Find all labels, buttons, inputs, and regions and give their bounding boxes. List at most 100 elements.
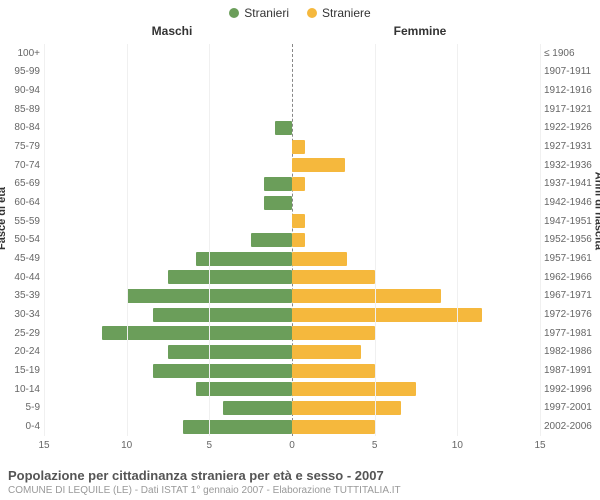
pyramid-row: 75-791927-1931 bbox=[44, 137, 540, 156]
female-half bbox=[292, 119, 540, 138]
female-bar bbox=[292, 252, 347, 266]
x-tick: 10 bbox=[452, 440, 463, 451]
age-label: 35-39 bbox=[4, 290, 40, 301]
male-half bbox=[44, 231, 292, 250]
pyramid-row: 100+≤ 1906 bbox=[44, 44, 540, 63]
pyramid-row: 50-541952-1956 bbox=[44, 231, 540, 250]
birth-year-label: 1922-1926 bbox=[544, 122, 596, 133]
female-bar bbox=[292, 177, 305, 191]
pyramid-row: 70-741932-1936 bbox=[44, 156, 540, 175]
male-bar bbox=[102, 326, 292, 340]
male-bar bbox=[168, 345, 292, 359]
female-half bbox=[292, 156, 540, 175]
section-title-male: Maschi bbox=[0, 24, 300, 38]
male-half bbox=[44, 63, 292, 82]
pyramid-row: 40-441962-1966 bbox=[44, 268, 540, 287]
male-bar bbox=[196, 252, 292, 266]
female-bar bbox=[292, 140, 305, 154]
male-half bbox=[44, 380, 292, 399]
plot-area: 100+≤ 190695-991907-191190-941912-191685… bbox=[44, 44, 540, 436]
male-bar bbox=[183, 420, 292, 434]
female-half bbox=[292, 231, 540, 250]
gridline bbox=[457, 44, 458, 436]
female-bar bbox=[292, 326, 375, 340]
male-half bbox=[44, 305, 292, 324]
male-half bbox=[44, 361, 292, 380]
age-label: 95-99 bbox=[4, 66, 40, 77]
female-half bbox=[292, 100, 540, 119]
chart-footer: Popolazione per cittadinanza straniera p… bbox=[8, 468, 592, 496]
female-half bbox=[292, 324, 540, 343]
pyramid-row: 15-191987-1991 bbox=[44, 361, 540, 380]
age-label: 75-79 bbox=[4, 141, 40, 152]
female-half bbox=[292, 193, 540, 212]
female-half bbox=[292, 44, 540, 63]
male-half bbox=[44, 137, 292, 156]
male-bar bbox=[168, 270, 292, 284]
pyramid-row: 0-42002-2006 bbox=[44, 417, 540, 436]
male-half bbox=[44, 175, 292, 194]
pyramid-row: 25-291977-1981 bbox=[44, 324, 540, 343]
female-half bbox=[292, 249, 540, 268]
female-bar bbox=[292, 382, 416, 396]
female-half bbox=[292, 305, 540, 324]
female-bar bbox=[292, 270, 375, 284]
male-bar bbox=[153, 308, 292, 322]
age-label: 50-54 bbox=[4, 234, 40, 245]
birth-year-label: 1927-1931 bbox=[544, 141, 596, 152]
gridline bbox=[44, 44, 45, 436]
female-half bbox=[292, 399, 540, 418]
age-label: 60-64 bbox=[4, 197, 40, 208]
pyramid-row: 45-491957-1961 bbox=[44, 249, 540, 268]
male-bar bbox=[264, 196, 292, 210]
female-half bbox=[292, 287, 540, 306]
legend: Stranieri Straniere bbox=[0, 0, 600, 20]
birth-year-label: 1937-1941 bbox=[544, 178, 596, 189]
birth-year-label: 1987-1991 bbox=[544, 365, 596, 376]
section-titles: Maschi Femmine bbox=[0, 24, 600, 38]
age-label: 85-89 bbox=[4, 104, 40, 115]
female-bar bbox=[292, 420, 375, 434]
birth-year-label: 2002-2006 bbox=[544, 421, 596, 432]
pyramid-row: 35-391967-1971 bbox=[44, 287, 540, 306]
age-label: 0-4 bbox=[4, 421, 40, 432]
birth-year-label: 1912-1916 bbox=[544, 85, 596, 96]
age-label: 30-34 bbox=[4, 309, 40, 320]
pyramid-row: 60-641942-1946 bbox=[44, 193, 540, 212]
age-label: 55-59 bbox=[4, 216, 40, 227]
age-label: 40-44 bbox=[4, 272, 40, 283]
male-half bbox=[44, 100, 292, 119]
pyramid-row: 5-91997-2001 bbox=[44, 399, 540, 418]
x-tick: 10 bbox=[121, 440, 132, 451]
female-half bbox=[292, 343, 540, 362]
male-half bbox=[44, 193, 292, 212]
female-bar bbox=[292, 214, 305, 228]
male-half bbox=[44, 268, 292, 287]
male-half bbox=[44, 417, 292, 436]
male-bar bbox=[275, 121, 292, 135]
pyramid-row: 30-341972-1976 bbox=[44, 305, 540, 324]
age-label: 5-9 bbox=[4, 402, 40, 413]
male-half bbox=[44, 343, 292, 362]
gridline bbox=[375, 44, 376, 436]
female-half bbox=[292, 81, 540, 100]
pyramid-row: 80-841922-1926 bbox=[44, 119, 540, 138]
male-half bbox=[44, 156, 292, 175]
female-half bbox=[292, 212, 540, 231]
female-half bbox=[292, 361, 540, 380]
female-half bbox=[292, 417, 540, 436]
female-bar bbox=[292, 401, 401, 415]
male-bar bbox=[196, 382, 292, 396]
birth-year-label: 1947-1951 bbox=[544, 216, 596, 227]
age-label: 25-29 bbox=[4, 328, 40, 339]
birth-year-label: 1907-1911 bbox=[544, 66, 596, 77]
male-bar bbox=[223, 401, 292, 415]
age-label: 45-49 bbox=[4, 253, 40, 264]
male-half bbox=[44, 81, 292, 100]
age-label: 100+ bbox=[4, 48, 40, 59]
male-bar bbox=[251, 233, 292, 247]
population-pyramid-chart: Stranieri Straniere Maschi Femmine Fasce… bbox=[0, 0, 600, 500]
birth-year-label: 1957-1961 bbox=[544, 253, 596, 264]
birth-year-label: 1997-2001 bbox=[544, 402, 596, 413]
legend-item-male: Stranieri bbox=[229, 6, 289, 20]
